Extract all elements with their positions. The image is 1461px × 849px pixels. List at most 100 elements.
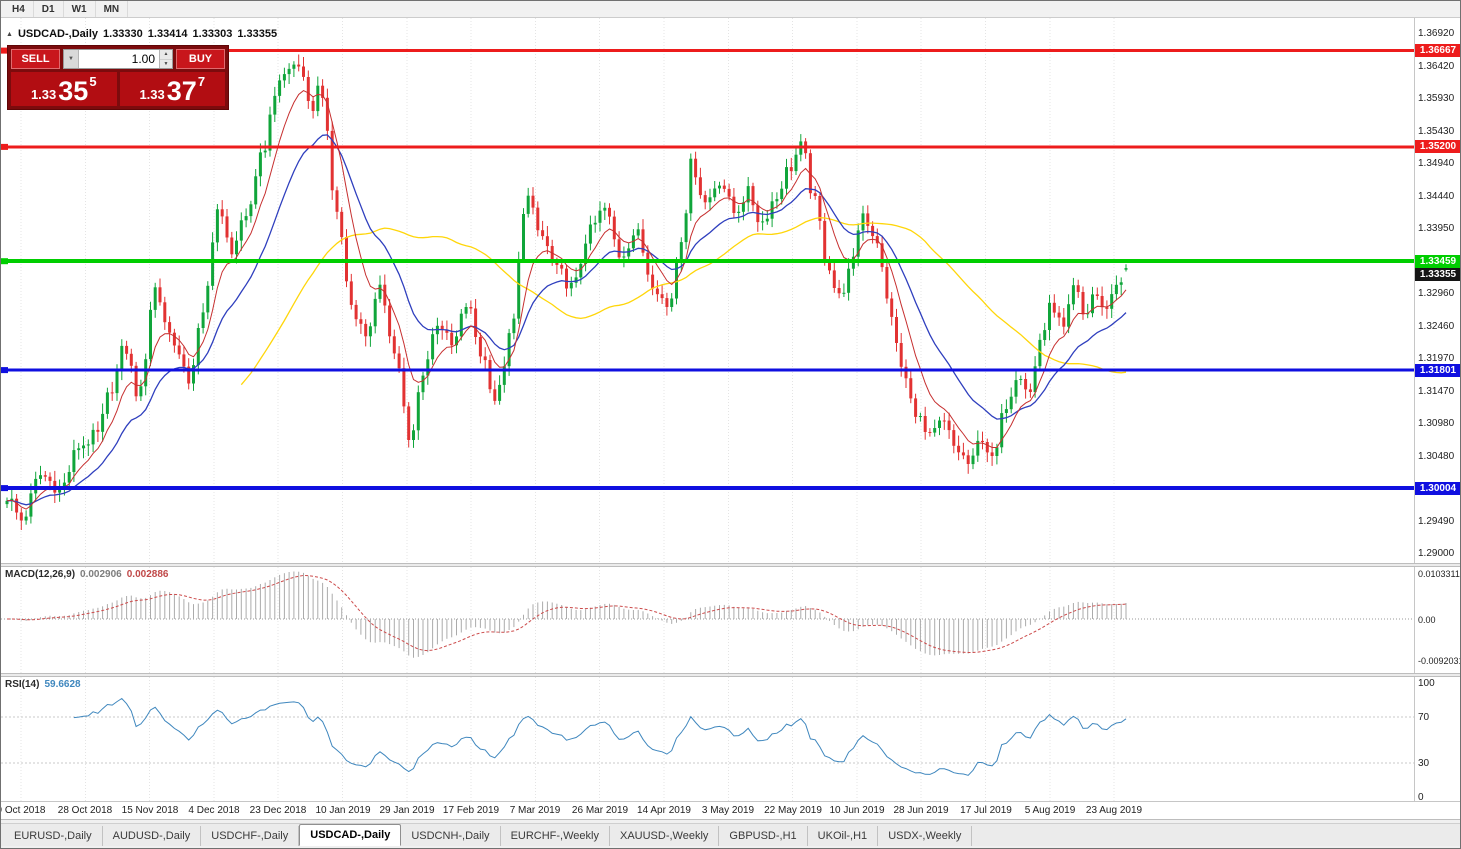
buy-price-prefix: 1.33: [139, 87, 165, 102]
rsi-axis[interactable]: 100 70 30 0: [1414, 677, 1460, 801]
macd-svg[interactable]: [1, 567, 1414, 673]
chart-tab-usdxweekly[interactable]: USDX-,Weekly: [878, 826, 973, 846]
rsi-axis-tick: 100: [1418, 678, 1435, 689]
buy-button[interactable]: BUY: [176, 49, 225, 69]
collapse-triangle-icon: ▲: [6, 30, 13, 38]
rsi-axis-tick: 30: [1418, 758, 1430, 769]
chart-tab-eurchfweekly[interactable]: EURCHF-,Weekly: [501, 826, 610, 846]
macd-splitter[interactable]: [1, 563, 1460, 567]
rsi-axis-tick: 0: [1418, 792, 1424, 801]
rsi-axis-tick: 70: [1418, 712, 1430, 723]
buy-price-display[interactable]: 1.33 37 7: [119, 72, 225, 106]
price-level-tag: 1.33459: [1415, 254, 1460, 268]
rsi-pane: 100 70 30 0 RSI(14) 59.6628: [1, 677, 1460, 801]
volume-up-icon[interactable]: ▲: [160, 50, 172, 60]
info-open: 1.33330: [103, 28, 143, 40]
price-tick: 1.31970: [1418, 353, 1455, 364]
rsi-svg[interactable]: [1, 677, 1414, 801]
price-level-tag: 1.30004: [1415, 481, 1460, 495]
chart-tab-xauusdweekly[interactable]: XAUUSD-,Weekly: [610, 826, 720, 846]
volume-down-icon[interactable]: ▼: [160, 59, 172, 68]
price-level-tag: 1.35200: [1415, 140, 1460, 154]
date-label: 17 Feb 2019: [442, 805, 500, 816]
sell-button[interactable]: SELL: [11, 49, 60, 69]
chart-tab-usdcaddaily[interactable]: USDCAD-,Daily: [299, 824, 402, 846]
date-label: 15 Nov 2018: [121, 805, 179, 816]
date-label: 9 Oct 2018: [0, 805, 46, 816]
date-label: 22 May 2019: [764, 805, 822, 816]
chart-info-line: ▲ USDCAD-,Daily 1.33330 1.33414 1.33303 …: [6, 28, 277, 40]
volume-spinner: ▲ ▼: [159, 50, 172, 68]
price-tick: 1.29000: [1418, 548, 1455, 559]
date-label: 14 Apr 2019: [637, 805, 691, 816]
chart-tab-usdchfdaily[interactable]: USDCHF-,Daily: [201, 826, 300, 846]
date-label: 10 Jun 2019: [829, 805, 885, 816]
main-chart-plot[interactable]: [1, 18, 1414, 563]
price-tick: 1.35930: [1418, 93, 1455, 104]
timeframe-button-h4[interactable]: H4: [4, 1, 34, 17]
price-tick: 1.36420: [1418, 61, 1455, 72]
chart-tab-eurusddaily[interactable]: EURUSD-,Daily: [4, 826, 103, 846]
price-tick: 1.30480: [1418, 451, 1455, 462]
timeframe-toolbar: H4 D1 W1 MN: [1, 1, 1460, 18]
timeframe-button-mn[interactable]: MN: [96, 1, 129, 17]
price-tick: 1.29490: [1418, 516, 1455, 527]
price-tick: 1.32460: [1418, 321, 1455, 332]
chart-tab-gbpusdh1[interactable]: GBPUSD-,H1: [719, 826, 808, 846]
date-label: 26 Mar 2019: [571, 805, 629, 816]
macd-plot[interactable]: [1, 567, 1414, 673]
rsi-splitter[interactable]: [1, 673, 1460, 677]
volume-value[interactable]: 1.00: [131, 52, 155, 66]
chart-tabs-bar: EURUSD-,Daily AUDUSD-,Daily USDCHF-,Daily U…: [1, 823, 1460, 846]
main-price-axis[interactable]: 1.36920 1.36420 1.35930 1.35430 1.34940 1.344…: [1414, 18, 1460, 563]
rsi-name: RSI(14): [5, 679, 40, 690]
rsi-indicator-label: RSI(14) 59.6628: [5, 679, 81, 690]
price-tick: 1.35430: [1418, 126, 1455, 137]
rsi-plot[interactable]: [1, 677, 1414, 801]
price-tick: 1.34940: [1418, 158, 1455, 169]
info-close: 1.33355: [237, 28, 278, 40]
price-level-tag: 1.33355: [1415, 267, 1460, 281]
one-click-trading-panel: SELL ▼ 1.00 ▲ ▼ BUY 1.33 35 5 1.33 37 7: [7, 45, 229, 110]
date-label: 28 Jun 2019: [893, 805, 949, 816]
date-label: 4 Dec 2018: [188, 805, 240, 816]
macd-axis-tick: -0.0092031: [1418, 656, 1460, 666]
timeframe-button-w1[interactable]: W1: [64, 1, 96, 17]
chart-tab-usdcnhdaily[interactable]: USDCNH-,Daily: [401, 826, 501, 846]
price-tick: 1.34440: [1418, 191, 1455, 202]
info-low: 1.33303: [192, 28, 233, 40]
date-label: 28 Oct 2018: [57, 805, 113, 816]
price-level-tag: 1.36667: [1415, 44, 1460, 58]
date-label: 5 Aug 2019: [1024, 805, 1076, 816]
sell-price-sup: 5: [89, 74, 97, 89]
chart-tab-audusddaily[interactable]: AUDUSD-,Daily: [103, 826, 202, 846]
rsi-value: 59.6628: [44, 679, 81, 690]
macd-axis[interactable]: 0.0103311 0.00 -0.0092031: [1414, 567, 1460, 673]
timeframe-button-d1[interactable]: D1: [34, 1, 64, 17]
main-chart-svg[interactable]: [1, 18, 1414, 563]
chart-tab-ukoilh1[interactable]: UKOil-,H1: [808, 826, 879, 846]
date-label: 17 Jul 2019: [960, 805, 1012, 816]
bottom-gap: [1, 819, 1460, 823]
price-tick: 1.30980: [1418, 418, 1455, 429]
volume-control[interactable]: ▼ 1.00 ▲ ▼: [63, 49, 173, 69]
buy-price-sup: 7: [197, 74, 206, 89]
macd-signal-value: 0.002886: [126, 569, 169, 580]
volume-dropdown-icon[interactable]: ▼: [64, 50, 79, 68]
macd-axis-tick: 0.0103311: [1418, 569, 1460, 579]
info-high: 1.33414: [147, 28, 188, 40]
macd-main-value: 0.002906: [80, 569, 122, 580]
sell-price-display[interactable]: 1.33 35 5: [11, 72, 117, 106]
date-axis[interactable]: 9 Oct 2018 28 Oct 2018 15 Nov 2018 4 Dec 20…: [1, 801, 1460, 819]
price-tick: 1.31470: [1418, 386, 1455, 397]
date-label: 3 May 2019: [701, 805, 755, 816]
date-label: 29 Jan 2019: [379, 805, 435, 816]
price-tick: 1.32960: [1418, 288, 1455, 299]
date-label: 23 Dec 2018: [249, 805, 307, 816]
buy-price-big: 37: [166, 76, 197, 106]
info-symbol: USDCAD-,Daily: [17, 28, 99, 40]
bottom-strip: [1, 846, 1460, 848]
date-label: 23 Aug 2019: [1085, 805, 1143, 816]
price-tick: 1.36920: [1418, 28, 1455, 39]
